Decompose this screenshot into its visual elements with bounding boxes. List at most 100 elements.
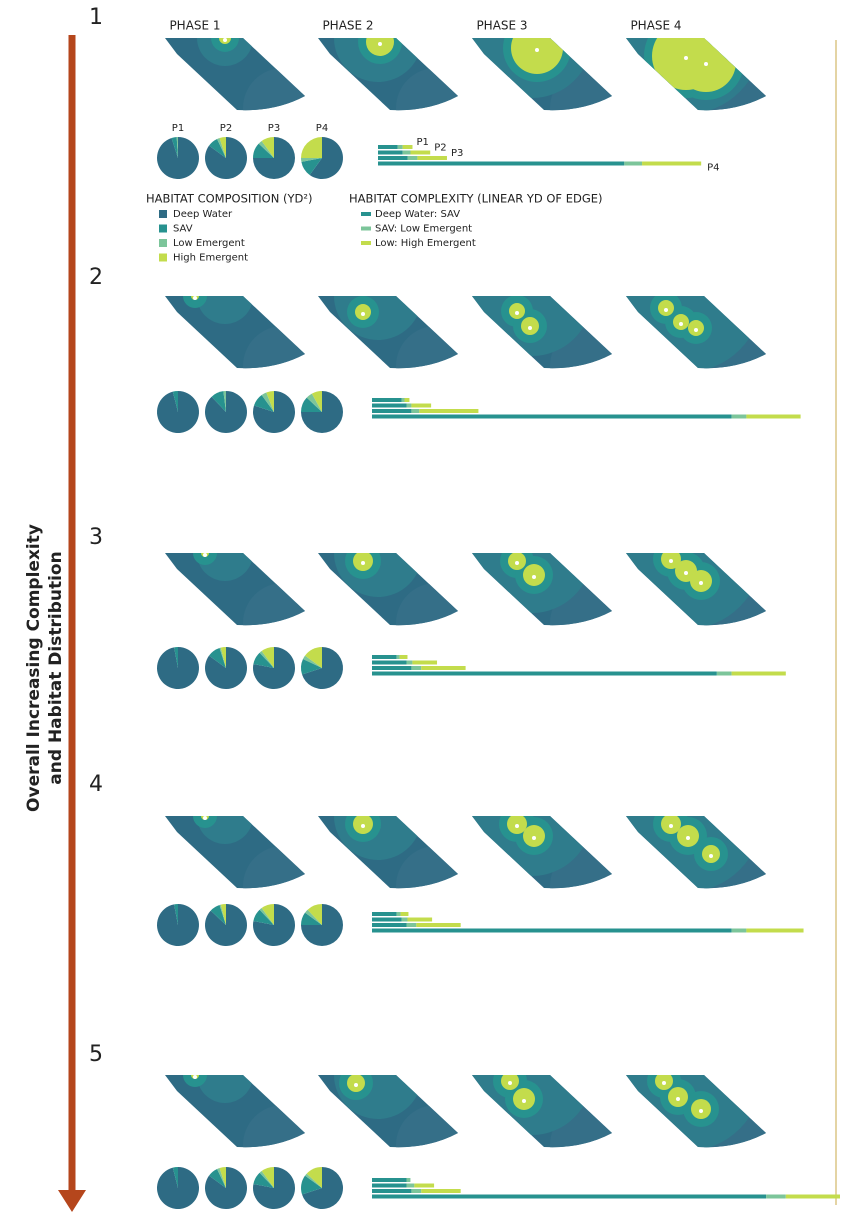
pie-slice: [209, 138, 226, 158]
row-number: 1: [89, 5, 103, 30]
pie-slice: [172, 1167, 178, 1188]
site-point: [508, 1081, 512, 1085]
site-point: [664, 308, 668, 312]
legend-label: SAV: [173, 224, 193, 235]
pie-slice: [157, 1167, 200, 1209]
edge-bar: [372, 398, 402, 402]
pie-slice: [311, 391, 322, 412]
pie-slice: [209, 648, 226, 668]
edge-bar: [372, 1189, 412, 1193]
edge-bar: [401, 917, 408, 922]
pie-slice: [261, 647, 274, 668]
site-point: [522, 1099, 526, 1103]
edge-bar: [396, 655, 400, 659]
legend-swatch: [159, 253, 167, 262]
site-point: [203, 816, 207, 820]
legend-title: HABITAT COMPLEXITY (LINEAR YD OF EDGE): [349, 192, 602, 206]
phase-label: PHASE 4: [630, 19, 681, 33]
outer-zone: [472, 1075, 592, 1135]
edge-bar: [417, 156, 447, 160]
pie-slice: [171, 137, 178, 158]
edge-bar: [378, 145, 398, 149]
legend-label: Deep Water: [173, 209, 233, 220]
site-point: [354, 1083, 358, 1087]
legend-label: Low: High Emergent: [375, 238, 476, 249]
outer-zone: [197, 816, 253, 844]
row-number: 4: [89, 772, 103, 797]
pie-slice: [174, 904, 178, 925]
pie-slice: [156, 647, 199, 689]
arrow-head: [58, 1190, 86, 1212]
site-point: [669, 824, 673, 828]
edge-bar: [372, 1194, 767, 1199]
pie-slice: [253, 391, 296, 433]
edge-bar: [766, 1194, 786, 1199]
edge-bar: [419, 409, 479, 413]
site-point: [515, 311, 519, 315]
pie-slice: [220, 904, 226, 925]
pie-slice: [301, 158, 322, 162]
site-point: [203, 553, 207, 557]
edge-bar: [421, 666, 466, 670]
edge-bar: [414, 1183, 435, 1188]
edge-bar: [372, 917, 402, 922]
side-label-line: Overall Increasing Complexity: [24, 524, 44, 812]
edge-bar: [642, 161, 702, 166]
phase-label: PHASE 2: [322, 19, 373, 33]
pie-label: P3: [268, 123, 280, 134]
habitat-map: [472, 1075, 612, 1148]
pie-slice: [252, 647, 295, 689]
edge-bar: [404, 398, 410, 402]
deep-zone: [396, 1105, 458, 1148]
pie-slice: [253, 909, 274, 925]
edge-bar: [411, 403, 432, 408]
pie-slice: [301, 659, 322, 675]
side-label: Overall Increasing Complexity and Habita…: [24, 524, 66, 812]
outer-zone: [472, 296, 592, 356]
edge-bar: [402, 150, 411, 155]
edge-bar: [378, 156, 408, 160]
site-point: [532, 836, 536, 840]
pie-slice: [301, 158, 322, 175]
pie-slice: [305, 647, 322, 668]
pie-slice: [205, 647, 248, 689]
pie-slice: [204, 1167, 247, 1209]
habitat-map: [334, 553, 458, 626]
pie-slice: [309, 137, 344, 179]
row-number: 5: [89, 1042, 103, 1067]
pie-slice: [258, 141, 274, 158]
site-point: [676, 1097, 680, 1101]
pie-slice: [176, 137, 178, 158]
pie-slice: [301, 912, 322, 925]
sav-zone: [193, 553, 217, 565]
outer-zone: [197, 1075, 253, 1103]
legend-label: SAV: Low Emergent: [375, 224, 472, 235]
side-label-line: and Habitat Distribution: [46, 551, 66, 784]
sav-zone: [211, 38, 239, 52]
legend-swatch: [361, 212, 371, 216]
edge-bar: [411, 1189, 422, 1193]
phase-label: PHASE 1: [169, 19, 220, 33]
site-point: [223, 38, 227, 42]
edge-bar: [412, 660, 438, 665]
edge-bar: [401, 398, 405, 402]
edge-bar: [411, 409, 420, 413]
site-point: [684, 571, 688, 575]
edge-bar: [400, 912, 409, 916]
pie-slice: [205, 391, 248, 433]
pie-slice: [302, 655, 322, 668]
outer-zone: [472, 553, 592, 613]
edge-bar: [372, 1183, 407, 1188]
outer-zone: [472, 816, 592, 876]
bar-label: P4: [707, 163, 719, 174]
legend-title: HABITAT COMPOSITION (YD²): [146, 192, 312, 206]
edge-bar: [372, 403, 407, 408]
legend-swatch: [361, 241, 371, 245]
phase-label: PHASE 3: [476, 19, 527, 33]
outer-zone: [197, 38, 253, 66]
legend-label: High Emergent: [173, 253, 248, 264]
site-point: [709, 854, 713, 858]
site-point: [361, 312, 365, 316]
bar-label: P2: [434, 143, 446, 154]
